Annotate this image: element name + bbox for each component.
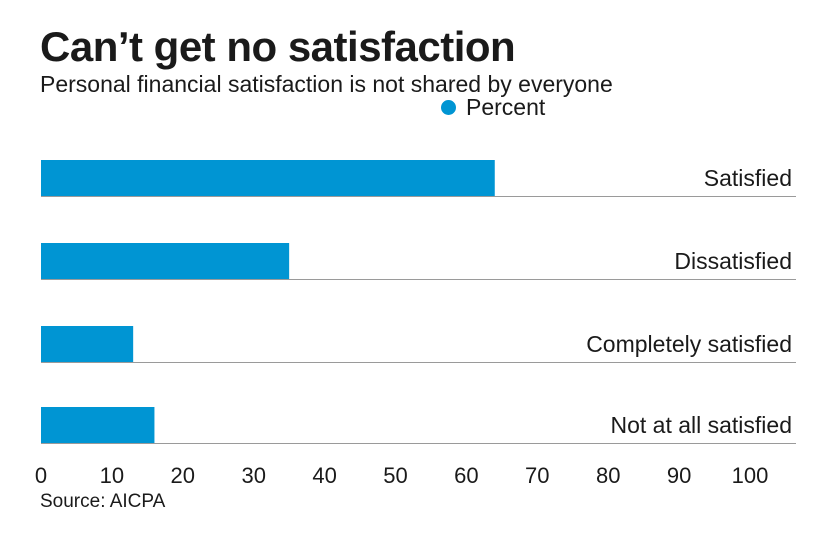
x-tick-label: 20: [171, 463, 195, 488]
bar-not-at-all-satisfied: [41, 407, 155, 443]
bar-completely-satisfied: [41, 326, 134, 362]
chart-title: Can’t get no satisfaction: [40, 23, 516, 70]
legend-dot-icon: [441, 99, 456, 115]
legend-label: Percent: [466, 93, 546, 120]
legend: Percent: [441, 94, 545, 120]
x-tick-label: 90: [667, 463, 691, 488]
bar-satisfied: [41, 160, 495, 196]
chart-subtitle: Personal financial satisfaction is not s…: [40, 71, 613, 97]
x-tick-label: 70: [525, 463, 549, 488]
category-label: Completely satisfied: [586, 331, 792, 357]
category-label: Satisfied: [704, 165, 792, 191]
x-tick-label: 60: [454, 463, 478, 488]
x-tick-label: 40: [312, 463, 336, 488]
category-label: Not at all satisfied: [610, 412, 792, 438]
x-tick-label: 100: [732, 463, 769, 488]
x-tick-label: 30: [241, 463, 265, 488]
x-tick-label: 80: [596, 463, 620, 488]
category-label: Dissatisfied: [674, 248, 792, 274]
x-tick-label: 10: [100, 463, 124, 488]
source-note: Source: AICPA: [40, 491, 166, 512]
x-tick-label: 0: [35, 463, 47, 488]
bar-dissatisfied: [41, 243, 290, 279]
x-tick-label: 50: [383, 463, 407, 488]
